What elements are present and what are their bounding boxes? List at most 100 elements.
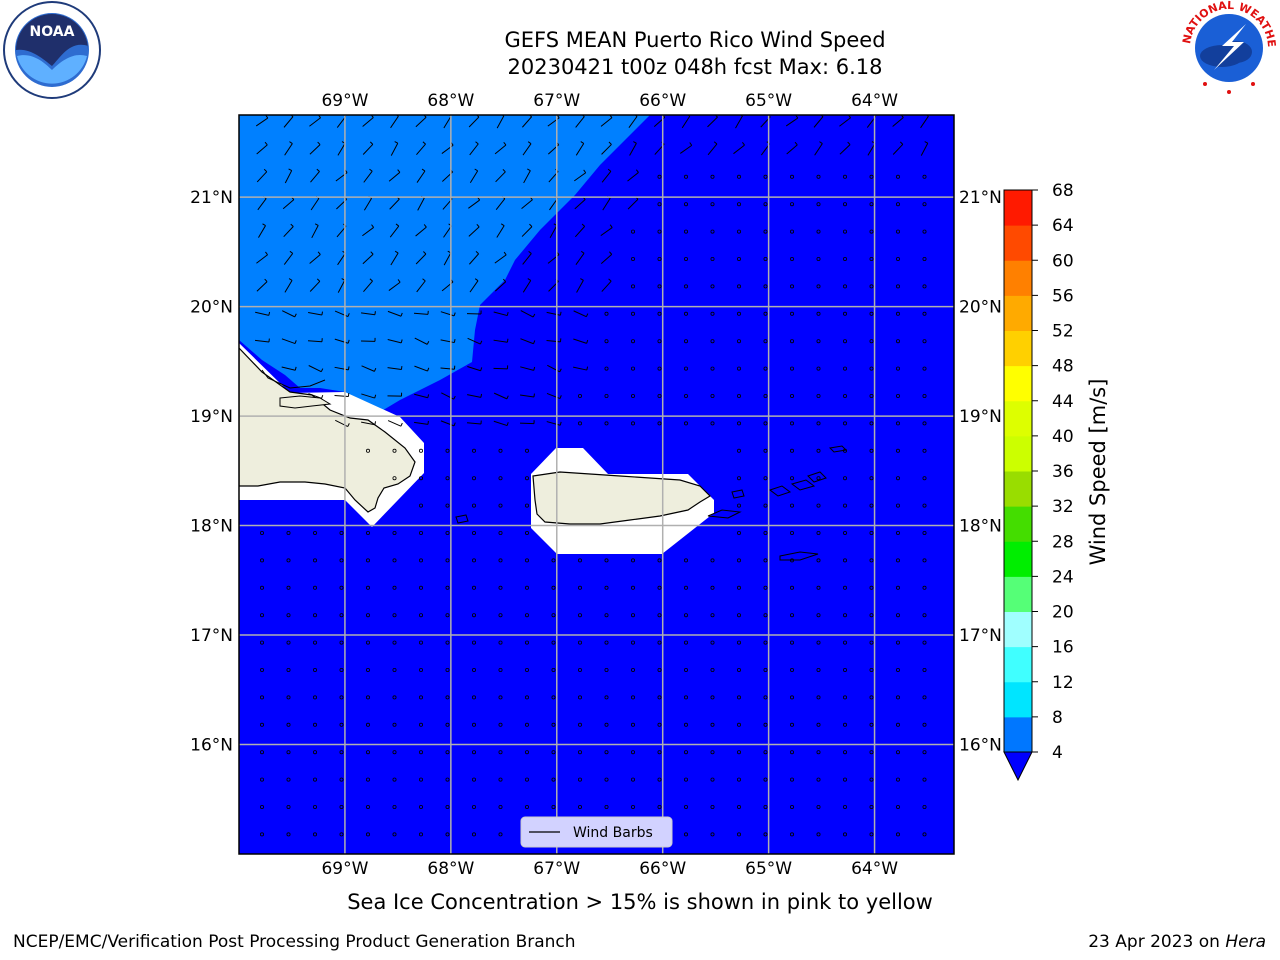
calm-circle <box>763 695 768 700</box>
wind-barb <box>415 253 427 265</box>
calm-circle <box>657 750 662 755</box>
wind-barb-flag <box>289 250 294 254</box>
calm-circle <box>790 585 795 590</box>
calm-circle <box>763 339 768 344</box>
calm-circle <box>896 366 901 371</box>
wind-barb-flag <box>290 223 294 227</box>
calm-circle <box>763 558 768 563</box>
colorbar-tick-label: 8 <box>1052 708 1063 728</box>
calm-circle <box>790 531 795 536</box>
wind-barb <box>310 198 320 211</box>
puerto-rico <box>531 448 714 554</box>
calm-circle <box>578 750 583 755</box>
calm-circle <box>869 668 874 673</box>
colorbar-tick-label: 44 <box>1052 392 1074 412</box>
calm-circle <box>471 668 476 673</box>
wind-barb <box>546 340 561 343</box>
colorbar-tick-label: 48 <box>1052 357 1074 377</box>
calm-circle <box>471 832 476 837</box>
calm-circle <box>418 777 423 782</box>
calm-circle <box>471 476 476 481</box>
wind-barb <box>413 312 429 315</box>
calm-circle <box>604 695 609 700</box>
virgin-islands <box>707 445 848 561</box>
wind-barb <box>574 172 586 182</box>
calm-circle <box>471 722 476 727</box>
wind-barb-flag <box>347 313 350 317</box>
calm-circle <box>259 613 264 618</box>
calm-circle <box>763 503 768 508</box>
calm-circle <box>312 558 317 563</box>
wind-barb <box>522 143 532 156</box>
wind-barb <box>440 367 455 370</box>
calm-circle <box>525 722 530 727</box>
calm-circle <box>525 750 530 755</box>
calm-circle <box>843 750 848 755</box>
map-subtitle: 20230421 t00z 048h fcst Max: 6.18 <box>507 55 883 79</box>
wind-barb <box>469 170 479 184</box>
wind-barb-flag <box>475 251 479 255</box>
calm-circle <box>498 668 503 673</box>
calm-circle <box>869 339 874 344</box>
calm-circle <box>790 832 795 837</box>
calm-circle <box>816 668 821 673</box>
wind-barb <box>309 117 321 127</box>
wind-barb-flag <box>527 168 531 172</box>
calm-circle <box>525 558 530 563</box>
calm-circle <box>365 750 370 755</box>
wind-barb-flag <box>609 251 613 255</box>
colorbar-tick-label: 40 <box>1052 427 1074 447</box>
calm-circle <box>922 284 927 289</box>
wind-barb-flag <box>609 224 613 228</box>
calm-circle <box>843 366 848 371</box>
calm-circle <box>312 695 317 700</box>
calm-circle <box>551 695 556 700</box>
wind-barb-flag <box>479 340 483 345</box>
calm-circle <box>843 421 848 426</box>
wind-barb <box>601 171 612 183</box>
wind-barb <box>469 143 479 156</box>
calm-circle <box>525 668 530 673</box>
calm-circle <box>843 531 848 536</box>
footer-date: 23 Apr 2023 on Hera <box>1088 932 1266 952</box>
wind-barb <box>785 117 799 127</box>
wind-barb-flag <box>394 141 399 144</box>
calm-circle <box>737 366 742 371</box>
calm-circle <box>710 750 715 755</box>
wind-barb <box>574 226 586 238</box>
calm-circle <box>578 558 583 563</box>
colorbar-tick-label: 32 <box>1052 497 1074 517</box>
calm-circle <box>896 202 901 207</box>
lat-label: 17°N <box>190 626 233 646</box>
calm-circle <box>445 613 450 618</box>
calm-circle <box>312 613 317 618</box>
calm-circle <box>286 695 291 700</box>
lat-label: 18°N <box>190 517 233 537</box>
calm-circle <box>551 585 556 590</box>
colorbar-tick-label: 16 <box>1052 638 1074 658</box>
wind-barb <box>387 367 402 371</box>
calm-circle <box>631 585 636 590</box>
wind-barb <box>254 339 270 343</box>
colorbar-tick-label: 52 <box>1052 322 1074 342</box>
calm-circle <box>631 421 636 426</box>
lon-label: 67°W <box>533 859 580 879</box>
calm-circle <box>710 366 715 371</box>
calm-circle <box>418 805 423 810</box>
wind-barb <box>334 310 349 318</box>
wind-barb <box>310 171 320 183</box>
calm-circle <box>710 722 715 727</box>
wind-barb-flag <box>421 168 426 172</box>
wind-barb-flag <box>265 251 268 256</box>
calm-circle <box>843 668 848 673</box>
calm-circle <box>604 339 609 344</box>
calm-circle <box>657 421 662 426</box>
wind-barb <box>546 392 561 400</box>
wind-barb <box>284 170 293 184</box>
wind-barb-flag <box>583 169 587 174</box>
wind-barb-flag <box>474 168 478 172</box>
calm-circle <box>418 476 423 481</box>
calm-circle <box>286 750 291 755</box>
calm-circle <box>710 202 715 207</box>
